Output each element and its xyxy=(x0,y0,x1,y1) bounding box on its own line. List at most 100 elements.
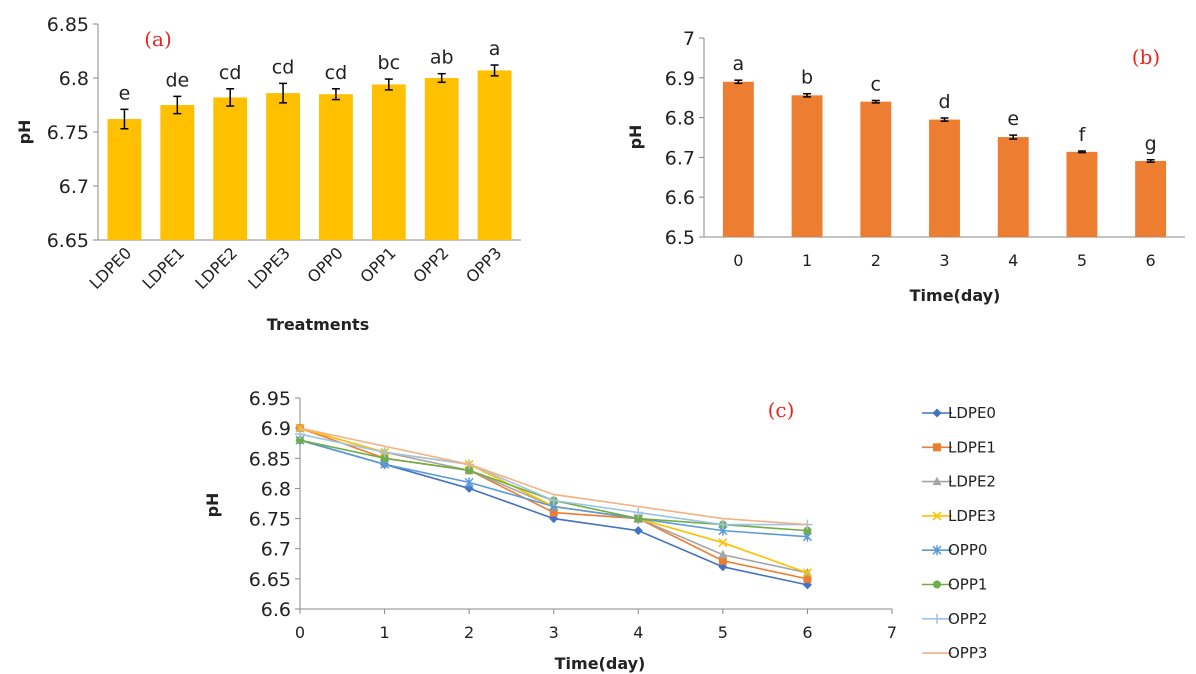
y-tick-label: 6.95 xyxy=(249,388,291,410)
data-point xyxy=(380,454,389,463)
y-tick-label: 6.7 xyxy=(59,176,89,198)
legend-label: LDPE2 xyxy=(948,473,996,491)
significance-letter: c xyxy=(871,73,881,95)
data-point xyxy=(802,568,812,578)
panel-c-line-chart: (c) Time(day) pH LDPE0 LDPE1 LDPE2 LDPE3 OPP… xyxy=(203,388,996,673)
legend-label: LDPE1 xyxy=(948,438,996,456)
significance-letter: a xyxy=(489,38,501,60)
panel-b-label: (b) xyxy=(1132,45,1160,69)
significance-letter: e xyxy=(119,82,131,104)
bar xyxy=(424,78,459,240)
legend-label: OPP0 xyxy=(948,541,987,559)
panel-a-bar-chart: (a) Treatments pH 6.65 6.7 6.75 6.8 6.85 e LDP… xyxy=(15,14,521,334)
x-tick-label: OPP0 xyxy=(304,243,347,286)
y-tick-label: 6.65 xyxy=(249,569,291,591)
y-tick-label: 6.5 xyxy=(665,227,695,249)
y-tick-label: 6.8 xyxy=(59,68,89,90)
bar xyxy=(1066,151,1098,237)
x-tick-label: LDPE0 xyxy=(86,243,136,293)
bar xyxy=(477,70,512,240)
x-tick-label: 0 xyxy=(733,251,743,270)
data-point xyxy=(296,436,304,445)
panel-a-label: (a) xyxy=(144,27,172,51)
legend-marker xyxy=(933,580,941,589)
bar xyxy=(213,97,248,240)
legend-marker xyxy=(932,545,942,556)
x-tick-label: 5 xyxy=(1077,251,1087,270)
legend-marker xyxy=(932,613,942,624)
significance-letter: b xyxy=(801,67,813,89)
significance-letter: cd xyxy=(325,62,348,84)
y-tick-label: 6.6 xyxy=(261,599,291,621)
bar xyxy=(319,94,353,240)
significance-letter: de xyxy=(165,69,189,91)
x-tick-label: 3 xyxy=(939,251,949,270)
bar xyxy=(929,119,960,237)
y-tick-label: 6.65 xyxy=(47,230,89,252)
x-tick-label: 4 xyxy=(1008,251,1018,270)
y-tick-label: 6.8 xyxy=(261,478,291,500)
y-tick-label: 6.7 xyxy=(261,539,291,561)
legend-marker xyxy=(932,408,942,418)
significance-letter: cd xyxy=(219,62,242,84)
legend-label: LDPE0 xyxy=(948,404,996,422)
x-tick-label: 4 xyxy=(633,623,643,642)
x-tick-label: LDPE1 xyxy=(139,243,189,293)
x-tick-label: LDPE2 xyxy=(191,243,241,293)
legend-label: OPP3 xyxy=(948,644,987,662)
panel-a-y-axis-title: pH xyxy=(15,120,34,145)
data-point xyxy=(633,507,644,518)
data-point xyxy=(803,574,812,583)
x-tick-label: 5 xyxy=(718,623,728,642)
bar xyxy=(860,101,892,238)
x-tick-label: 2 xyxy=(871,251,881,270)
data-point xyxy=(464,483,474,493)
data-point xyxy=(718,538,728,548)
y-tick-label: 7 xyxy=(683,28,695,50)
data-point xyxy=(548,495,559,506)
bar xyxy=(722,81,754,237)
y-tick-label: 6.8 xyxy=(665,108,695,130)
data-point xyxy=(549,508,558,517)
legend-marker xyxy=(932,511,942,521)
x-tick-label: 1 xyxy=(379,623,389,642)
bar xyxy=(1135,160,1167,237)
panel-b-x-axis-title: Time(day) xyxy=(910,286,1001,305)
y-tick-label: 6.85 xyxy=(249,448,291,470)
panel-c-x-axis-title: Time(day) xyxy=(555,654,646,673)
bar xyxy=(266,93,300,241)
panel-b-bar-chart: (b) Time(day) pH 6.5 6.6 6.7 6.8 6.9 7 a 0 b 1 c 2 d… xyxy=(626,28,1185,305)
series-line-opp3 xyxy=(299,427,808,526)
significance-letter: f xyxy=(1079,124,1087,146)
data-point xyxy=(634,514,643,523)
legend-label: OPP2 xyxy=(948,610,987,628)
data-point xyxy=(718,556,727,565)
bar xyxy=(997,137,1029,237)
bar xyxy=(791,95,823,237)
data-point xyxy=(464,477,474,488)
x-tick-label: OPP2 xyxy=(409,243,452,286)
significance-letter: ab xyxy=(430,47,454,69)
x-tick-label: 3 xyxy=(549,623,559,642)
x-tick-label: LDPE3 xyxy=(244,243,294,293)
y-tick-label: 6.9 xyxy=(665,68,695,90)
x-tick-label: 0 xyxy=(295,623,305,642)
data-point xyxy=(633,526,643,536)
panel-c-label: (c) xyxy=(768,398,795,422)
significance-letter: g xyxy=(1145,133,1157,155)
legend-label: OPP1 xyxy=(948,576,987,594)
panel-a-x-axis-title: Treatments xyxy=(267,315,369,334)
panel-c-legend: LDPE0 LDPE1 LDPE2 LDPE3 OPP0 OPP1 OPP2 OPP3 xyxy=(922,404,996,662)
significance-letter: cd xyxy=(272,56,295,78)
data-point xyxy=(717,519,728,530)
y-tick-label: 6.75 xyxy=(47,122,89,144)
legend-label: LDPE3 xyxy=(948,507,996,525)
y-tick-label: 6.75 xyxy=(249,509,291,531)
x-tick-label: OPP1 xyxy=(356,243,399,286)
data-point xyxy=(718,549,728,559)
panel-b-y-axis-title: pH xyxy=(626,125,645,150)
y-tick-label: 6.85 xyxy=(47,14,89,36)
x-tick-label: 1 xyxy=(802,251,812,270)
data-point xyxy=(379,447,390,458)
bar xyxy=(371,84,406,240)
